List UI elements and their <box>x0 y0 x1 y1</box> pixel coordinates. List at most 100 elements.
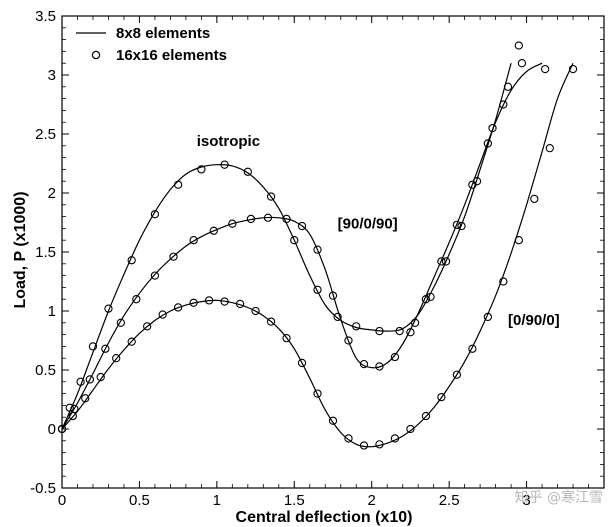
data-point-16x16 <box>517 59 527 68</box>
data-point-16x16 <box>333 312 342 322</box>
data-point-16x16 <box>169 252 178 261</box>
data-point-16x16 <box>158 310 167 319</box>
data-point-16x16 <box>452 370 462 379</box>
data-point-16x16 <box>85 375 95 384</box>
series-line-8x8 <box>61 63 512 430</box>
x-tick-label: 0.5 <box>129 492 150 509</box>
data-point-16x16 <box>101 344 110 353</box>
data-point-16x16 <box>197 165 206 174</box>
y-tick-label: 0.5 <box>35 362 56 379</box>
data-point-16x16 <box>173 303 183 312</box>
data-point-16x16 <box>313 389 322 398</box>
data-point-16x16 <box>246 214 256 224</box>
data-point-16x16 <box>57 424 67 434</box>
data-point-16x16 <box>437 392 446 402</box>
watermark: 知乎 @寒江雪 <box>515 489 603 506</box>
data-point-16x16 <box>235 299 245 309</box>
data-point-16x16 <box>421 411 431 421</box>
data-point-16x16 <box>68 411 77 421</box>
data-point-16x16 <box>204 296 214 305</box>
data-point-16x16 <box>375 440 384 449</box>
data-point-16x16 <box>328 291 338 300</box>
data-point-16x16 <box>499 100 508 109</box>
data-point-16x16 <box>282 333 291 343</box>
data-point-16x16 <box>545 144 554 153</box>
data-point-16x16 <box>150 210 160 219</box>
data-point-16x16 <box>514 41 523 50</box>
legend-label-16x16: 16x16 elements <box>116 47 227 64</box>
series-line-8x8 <box>61 62 543 430</box>
series-line-8x8 <box>61 62 574 448</box>
annotation-isotropic: isotropic <box>197 133 260 150</box>
data-point-16x16 <box>406 328 415 337</box>
series-1 <box>57 59 550 434</box>
data-point-16x16 <box>127 337 136 346</box>
annotation-0-90-0: [0/90/0] <box>508 312 560 329</box>
data-point-16x16 <box>96 372 105 382</box>
data-point-16x16 <box>297 358 307 368</box>
data-point-16x16 <box>189 298 198 307</box>
x-tick-label: 1.5 <box>284 492 305 509</box>
data-point-16x16 <box>395 326 404 336</box>
legend: 8x8 elements 16x16 elements <box>76 25 227 64</box>
data-point-16x16 <box>266 317 276 326</box>
data-point-16x16 <box>220 297 229 306</box>
data-point-16x16 <box>209 226 218 235</box>
data-point-16x16 <box>150 271 160 280</box>
x-tick-label: 2 <box>368 492 376 509</box>
data-point-16x16 <box>313 285 322 294</box>
y-tick-label: -0.5 <box>30 480 56 497</box>
annotation-90-0-90: [90/0/90] <box>338 215 398 232</box>
data-point-16x16 <box>127 256 136 265</box>
data-point-16x16 <box>426 292 435 301</box>
data-point-16x16 <box>503 82 513 91</box>
data-point-16x16 <box>406 424 415 434</box>
data-point-16x16 <box>220 160 229 169</box>
y-tick-label: 0 <box>48 421 56 438</box>
data-point-16x16 <box>143 322 152 331</box>
data-point-16x16 <box>263 213 273 222</box>
data-point-16x16 <box>390 352 400 362</box>
data-point-16x16 <box>132 295 141 304</box>
legend-circle-swatch <box>91 50 101 60</box>
data-point-16x16 <box>530 194 539 204</box>
x-tick-label: 1 <box>213 492 221 509</box>
data-point-16x16 <box>266 192 276 201</box>
data-point-16x16 <box>452 220 462 230</box>
data-point-16x16 <box>81 394 90 403</box>
data-point-16x16 <box>514 236 523 245</box>
data-point-16x16 <box>352 322 361 331</box>
data-point-16x16 <box>173 180 183 189</box>
data-point-16x16 <box>468 180 477 189</box>
y-tick-label: 1 <box>48 303 56 320</box>
data-point-16x16 <box>297 221 307 231</box>
y-tick-label: 3.5 <box>35 8 56 25</box>
y-tick-label: 2 <box>48 185 56 202</box>
data-point-16x16 <box>282 214 291 224</box>
data-point-16x16 <box>344 434 353 443</box>
data-point-16x16 <box>359 359 369 369</box>
data-point-16x16 <box>568 64 578 74</box>
data-point-16x16 <box>375 326 384 336</box>
data-point-16x16 <box>441 257 451 266</box>
data-point-16x16 <box>390 434 400 443</box>
data-point-16x16 <box>359 441 369 450</box>
data-point-16x16 <box>290 236 299 245</box>
data-point-16x16 <box>437 257 446 266</box>
data-point-16x16 <box>112 354 121 363</box>
series-2 <box>57 62 578 450</box>
data-point-16x16 <box>483 139 493 148</box>
data-point-16x16 <box>457 221 466 231</box>
y-axis-title: Load, P (x1000) <box>12 191 29 308</box>
data-point-16x16 <box>251 306 260 316</box>
data-point-16x16 <box>375 362 384 371</box>
data-point-16x16 <box>328 416 338 425</box>
y-tick-label: 3 <box>48 67 56 84</box>
data-point-16x16 <box>189 236 198 245</box>
data-point-16x16 <box>541 64 550 74</box>
data-point-16x16 <box>76 377 85 386</box>
legend-label-8x8: 8x8 elements <box>116 25 210 42</box>
x-tick-label: 0 <box>58 492 66 509</box>
data-point-16x16 <box>228 219 237 228</box>
